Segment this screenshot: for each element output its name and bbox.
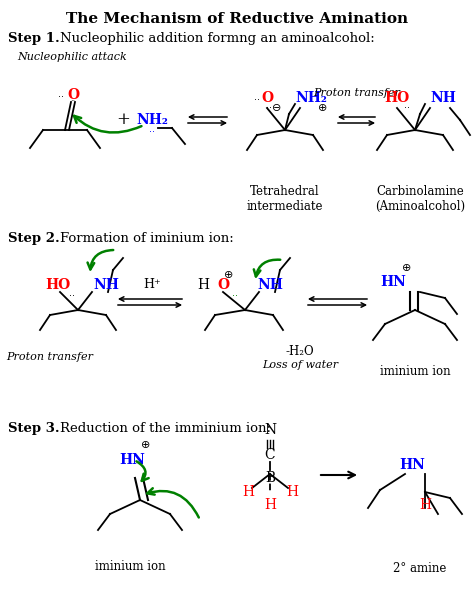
Text: H: H <box>197 278 209 292</box>
Text: O: O <box>261 91 273 105</box>
Text: HO: HO <box>384 91 410 105</box>
Text: ⊕: ⊕ <box>319 103 328 113</box>
Text: -H₂O: -H₂O <box>286 345 314 358</box>
Text: Step 2.: Step 2. <box>8 232 60 245</box>
Text: Reduction of the imminium ion:: Reduction of the imminium ion: <box>60 422 271 435</box>
Text: 2° amine: 2° amine <box>393 562 447 575</box>
Text: ··: ·· <box>404 103 410 113</box>
Text: iminium ion: iminium ion <box>95 560 165 573</box>
Text: ··: ·· <box>232 291 238 301</box>
Text: ⊕: ⊕ <box>141 440 151 450</box>
Text: H⁺: H⁺ <box>143 278 161 291</box>
Text: Tetrahedral
intermediate: Tetrahedral intermediate <box>247 185 323 213</box>
Text: Step 3.: Step 3. <box>8 422 60 435</box>
Text: ··: ·· <box>58 92 64 102</box>
Text: The Mechanism of Reductive Amination: The Mechanism of Reductive Amination <box>66 12 408 26</box>
Text: HN: HN <box>399 458 425 472</box>
Text: H: H <box>264 498 276 512</box>
Text: Nucleophilic attack: Nucleophilic attack <box>17 52 127 62</box>
Text: Formation of iminium ion:: Formation of iminium ion: <box>60 232 234 245</box>
Text: NH₂: NH₂ <box>295 91 327 105</box>
Text: ··: ·· <box>149 127 155 137</box>
Text: iminium ion: iminium ion <box>380 365 450 378</box>
Text: Step 1.: Step 1. <box>8 32 60 45</box>
Text: ··: ·· <box>69 291 75 301</box>
Text: ⊕: ⊕ <box>402 263 412 273</box>
Text: ⊕: ⊕ <box>224 270 234 280</box>
Text: H: H <box>286 485 298 499</box>
Text: NH: NH <box>93 278 119 292</box>
Text: HO: HO <box>46 278 71 292</box>
Text: HN: HN <box>380 275 406 289</box>
Text: N: N <box>264 423 276 437</box>
Text: Carbinolamine
(Aminoalcohol): Carbinolamine (Aminoalcohol) <box>375 185 465 213</box>
Text: NH₂: NH₂ <box>136 113 168 127</box>
Text: Nucleophilic addition formng an aminoalcohol:: Nucleophilic addition formng an aminoalc… <box>60 32 375 45</box>
Text: C: C <box>264 448 275 462</box>
Text: NH: NH <box>257 278 283 292</box>
Text: Proton transfer: Proton transfer <box>313 88 401 98</box>
Text: ··: ·· <box>70 97 75 106</box>
Text: ⊖: ⊖ <box>272 103 282 113</box>
Text: NH: NH <box>430 91 456 105</box>
Text: H: H <box>419 498 431 512</box>
Text: ··: ·· <box>266 103 272 113</box>
Text: ··: ·· <box>254 95 260 105</box>
Text: +: + <box>116 112 130 129</box>
Text: Proton transfer: Proton transfer <box>7 352 93 362</box>
Text: Loss of water: Loss of water <box>262 360 338 370</box>
Text: O: O <box>217 278 229 292</box>
Text: B: B <box>265 471 275 485</box>
Text: H: H <box>242 485 254 499</box>
Text: O: O <box>67 88 79 102</box>
Text: HN: HN <box>119 453 145 467</box>
